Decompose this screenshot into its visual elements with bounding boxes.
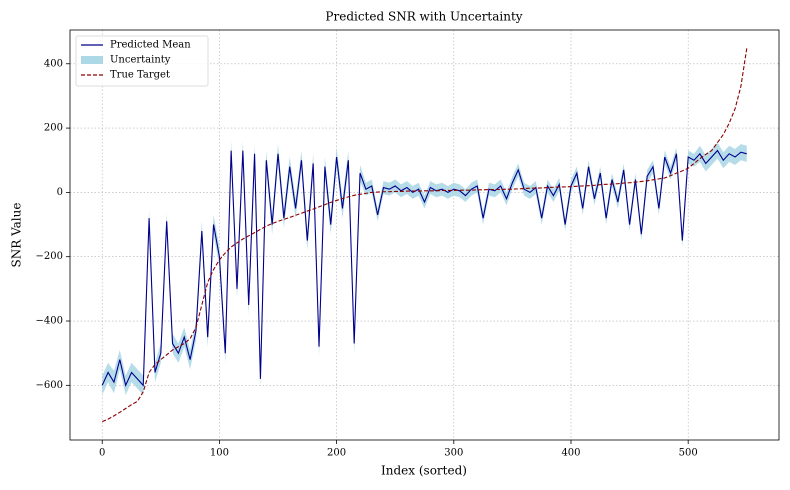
x-tick-label: 100 [210, 448, 229, 459]
uncertainty-band [102, 140, 747, 395]
y-axis-label: SNR Value [10, 203, 24, 268]
legend-label: Predicted Mean [110, 40, 191, 51]
y-tick-label: −200 [36, 251, 63, 262]
legend-label: True Target [110, 70, 170, 81]
x-tick-label: 400 [561, 448, 580, 459]
x-tick-label: 0 [99, 448, 105, 459]
x-axis-label: Index (sorted) [381, 464, 467, 478]
y-tick-label: 200 [44, 123, 63, 134]
y-tick-label: −600 [36, 380, 63, 391]
legend-label: Uncertainty [110, 55, 171, 66]
target-line [102, 48, 748, 423]
chart-title: Predicted SNR with Uncertainty [325, 10, 522, 24]
x-tick-label: 500 [679, 448, 698, 459]
y-tick-label: −400 [36, 316, 63, 327]
x-tick-label: 200 [327, 448, 346, 459]
x-tick-label: 300 [444, 448, 463, 459]
legend-box [75, 35, 209, 87]
y-tick-label: 400 [44, 58, 63, 69]
legend-swatch [81, 56, 103, 64]
mean-line [101, 149, 747, 388]
y-tick-label: 0 [57, 187, 63, 198]
plot-frame [69, 29, 780, 441]
